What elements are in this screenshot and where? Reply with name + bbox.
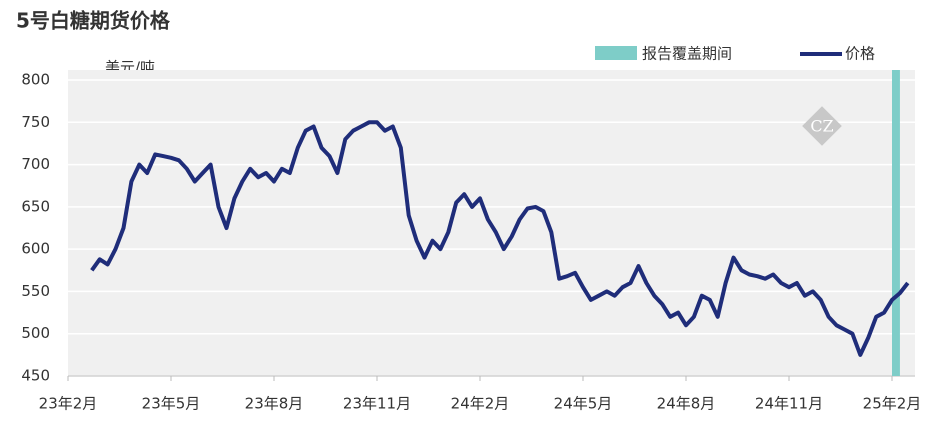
legend-label: 价格 (845, 45, 875, 63)
x-tick-label: 24年8月 (657, 395, 716, 413)
price-line (90, 120, 910, 357)
y-tick-label: 700 (21, 155, 50, 173)
y-tick-label: 800 (21, 71, 50, 89)
x-tick-label: 23年8月 (245, 395, 304, 413)
y-tick-label: 550 (21, 282, 50, 300)
legend-label: 报告覆盖期间 (642, 45, 732, 63)
chart-title: 5号白糖期货价格 (16, 9, 171, 33)
highlight-band (892, 70, 900, 376)
x-tick-label: 24年11月 (755, 395, 823, 413)
x-tick-label: 24年5月 (554, 395, 613, 413)
y-tick-label: 750 (21, 113, 50, 131)
x-tick-label: 25年2月 (863, 395, 922, 413)
y-tick-label: 500 (21, 324, 50, 342)
watermark-text: CZ (810, 117, 833, 136)
x-tick-label: 23年2月 (39, 395, 98, 413)
y-tick-label: 600 (21, 240, 50, 258)
x-tick-label: 23年5月 (142, 395, 201, 413)
watermark-logo (802, 106, 842, 146)
y-tick-label: 650 (21, 197, 50, 215)
y-tick-label: 450 (21, 367, 50, 385)
x-tick-label: 23年11月 (343, 395, 411, 413)
x-tick-label: 24年2月 (451, 395, 510, 413)
legend-swatch (595, 46, 637, 60)
